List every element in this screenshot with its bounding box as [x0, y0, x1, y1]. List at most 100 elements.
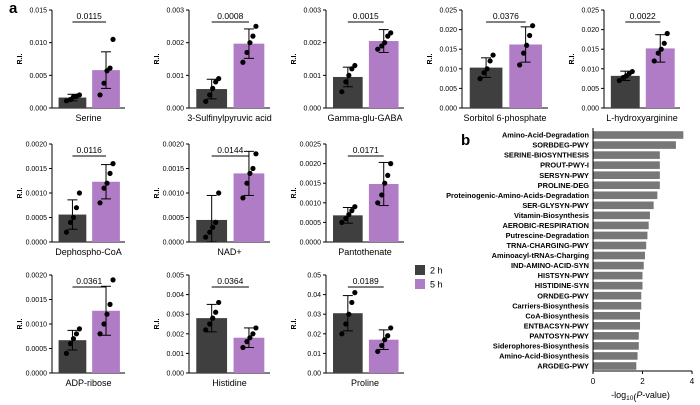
data-point	[97, 92, 103, 98]
y-tick-label: 0.02	[307, 331, 321, 338]
y-tick-label: 0.0015	[26, 297, 48, 304]
data-point	[63, 350, 70, 356]
data-point	[67, 341, 74, 347]
data-point	[349, 299, 355, 306]
pathway-bar	[593, 231, 648, 240]
pathway-bar	[593, 201, 654, 210]
y-tick-label: 0.0020	[26, 142, 48, 149]
y-tick-label: 0.0010	[163, 191, 185, 198]
pathway-label: Amino-Acid-Degradation	[502, 131, 590, 140]
x-tick-label: 2	[640, 377, 645, 386]
data-point	[210, 85, 216, 91]
pathway-bar	[593, 301, 642, 310]
y-tick-label: 0.0005	[26, 346, 48, 353]
data-point	[346, 311, 352, 317]
data-point	[76, 92, 83, 98]
y-tick-label: 0.002	[166, 40, 184, 47]
pathway-label: PROUT-PWY-I	[540, 161, 589, 170]
data-point	[487, 58, 493, 64]
data-point	[107, 170, 113, 176]
bar-panel-5: 0.000 0.005 0.010 0.015 0.020 0.025 R.I. 0.0022…	[569, 8, 680, 123]
panel-title: NAD+	[217, 247, 241, 257]
y-tick-label: 0.0000	[300, 240, 322, 247]
data-point	[339, 331, 345, 337]
data-point	[213, 309, 219, 315]
p-value-label: 0.0116	[77, 145, 103, 155]
y-tick-label: 0.000	[166, 106, 184, 113]
data-point	[655, 50, 661, 56]
data-point	[385, 172, 391, 178]
panel-title: ADP-ribose	[65, 378, 111, 388]
panel-title: 3-Sulfinylpyruvic acid	[187, 113, 272, 123]
y-axis-label: R.I.	[154, 319, 161, 330]
data-point	[339, 219, 345, 225]
pathway-bar	[593, 241, 647, 250]
y-tick-label: 0.0010	[26, 191, 48, 198]
y-tick-label: 0.015	[439, 47, 457, 54]
bar-panel-11: 0.00 0.01 0.02 0.03 0.04 0.05 R.I. 0.0189 Prolin…	[291, 273, 404, 388]
y-tick-label: 0.0010	[26, 322, 48, 329]
y-tick-label: 0.0005	[26, 215, 48, 222]
data-point	[107, 65, 113, 71]
data-point	[63, 98, 70, 104]
y-tick-label: 0.0015	[163, 166, 185, 173]
y-tick-label: 0.0000	[163, 240, 185, 247]
y-axis-label: R.I.	[427, 54, 434, 65]
data-point	[63, 229, 70, 235]
panel-title: Histidine	[212, 378, 247, 388]
x-tick-label: 4	[690, 377, 695, 386]
p-value-label: 0.0376	[493, 11, 519, 21]
y-tick-label: 0.002	[303, 40, 321, 47]
y-tick-label: 0.005	[581, 86, 599, 93]
y-tick-label: 0.0020	[300, 161, 322, 168]
data-point	[70, 336, 77, 342]
panel-title: Dephospho-CoA	[55, 247, 122, 257]
y-tick-label: 0.0000	[26, 240, 48, 247]
bar-panel-1: 0.000 0.005 0.010 0.015 R.I. 0.0115 Serine	[17, 8, 125, 123]
y-tick-label: 0.003	[166, 8, 184, 15]
pathway-label: Amino-Acid-Biosynthesis	[499, 352, 589, 361]
legend: 2 h5 h	[415, 265, 443, 290]
y-tick-label: 0.003	[166, 312, 184, 319]
data-point	[629, 68, 635, 75]
pathway-label: HISTIDINE-SYN	[535, 281, 589, 290]
data-point	[101, 80, 107, 86]
data-point	[67, 219, 74, 225]
data-point	[76, 190, 83, 196]
pathway-bar	[593, 161, 660, 169]
y-axis-label: R.I.	[17, 319, 24, 330]
data-point	[240, 59, 246, 65]
data-point	[527, 32, 533, 39]
data-point	[73, 205, 80, 211]
bar-2h	[58, 97, 87, 108]
data-point	[388, 30, 394, 36]
panel-title: Proline	[351, 378, 379, 388]
y-tick-label: 0.000	[581, 106, 599, 113]
p-value-label: 0.0008	[217, 11, 243, 21]
data-point	[484, 66, 490, 72]
pathway-bar	[593, 261, 644, 270]
pathway-bar	[593, 281, 643, 290]
data-point	[250, 33, 256, 39]
pathway-bar	[593, 131, 684, 139]
pathway-label: Carriers-Biosynthesis	[512, 301, 589, 310]
y-tick-label: 0.0000	[26, 371, 48, 378]
data-point	[343, 79, 349, 85]
data-point	[216, 190, 222, 196]
y-tick-label: 0.000	[29, 106, 47, 113]
pathway-label: SERSYN-PWY	[539, 171, 589, 180]
data-point	[216, 76, 222, 82]
pathway-label: Aminoacyl-tRNAs-Charging	[492, 251, 590, 260]
y-tick-label: 0.004	[166, 292, 184, 299]
legend-label: 5 h	[430, 280, 443, 290]
data-point	[521, 50, 527, 56]
y-tick-label: 0.010	[439, 66, 457, 73]
data-point	[101, 321, 107, 327]
data-point	[661, 40, 667, 46]
bar-panel-7: 0.0000 0.0005 0.0010 0.0015 0.0020 R.I. 0.0144…	[154, 142, 270, 257]
pathway-label: Vitamin-Biosynthesis	[514, 211, 589, 220]
data-point	[481, 70, 487, 76]
y-tick-label: 0.0005	[300, 220, 322, 227]
data-point	[517, 62, 523, 68]
